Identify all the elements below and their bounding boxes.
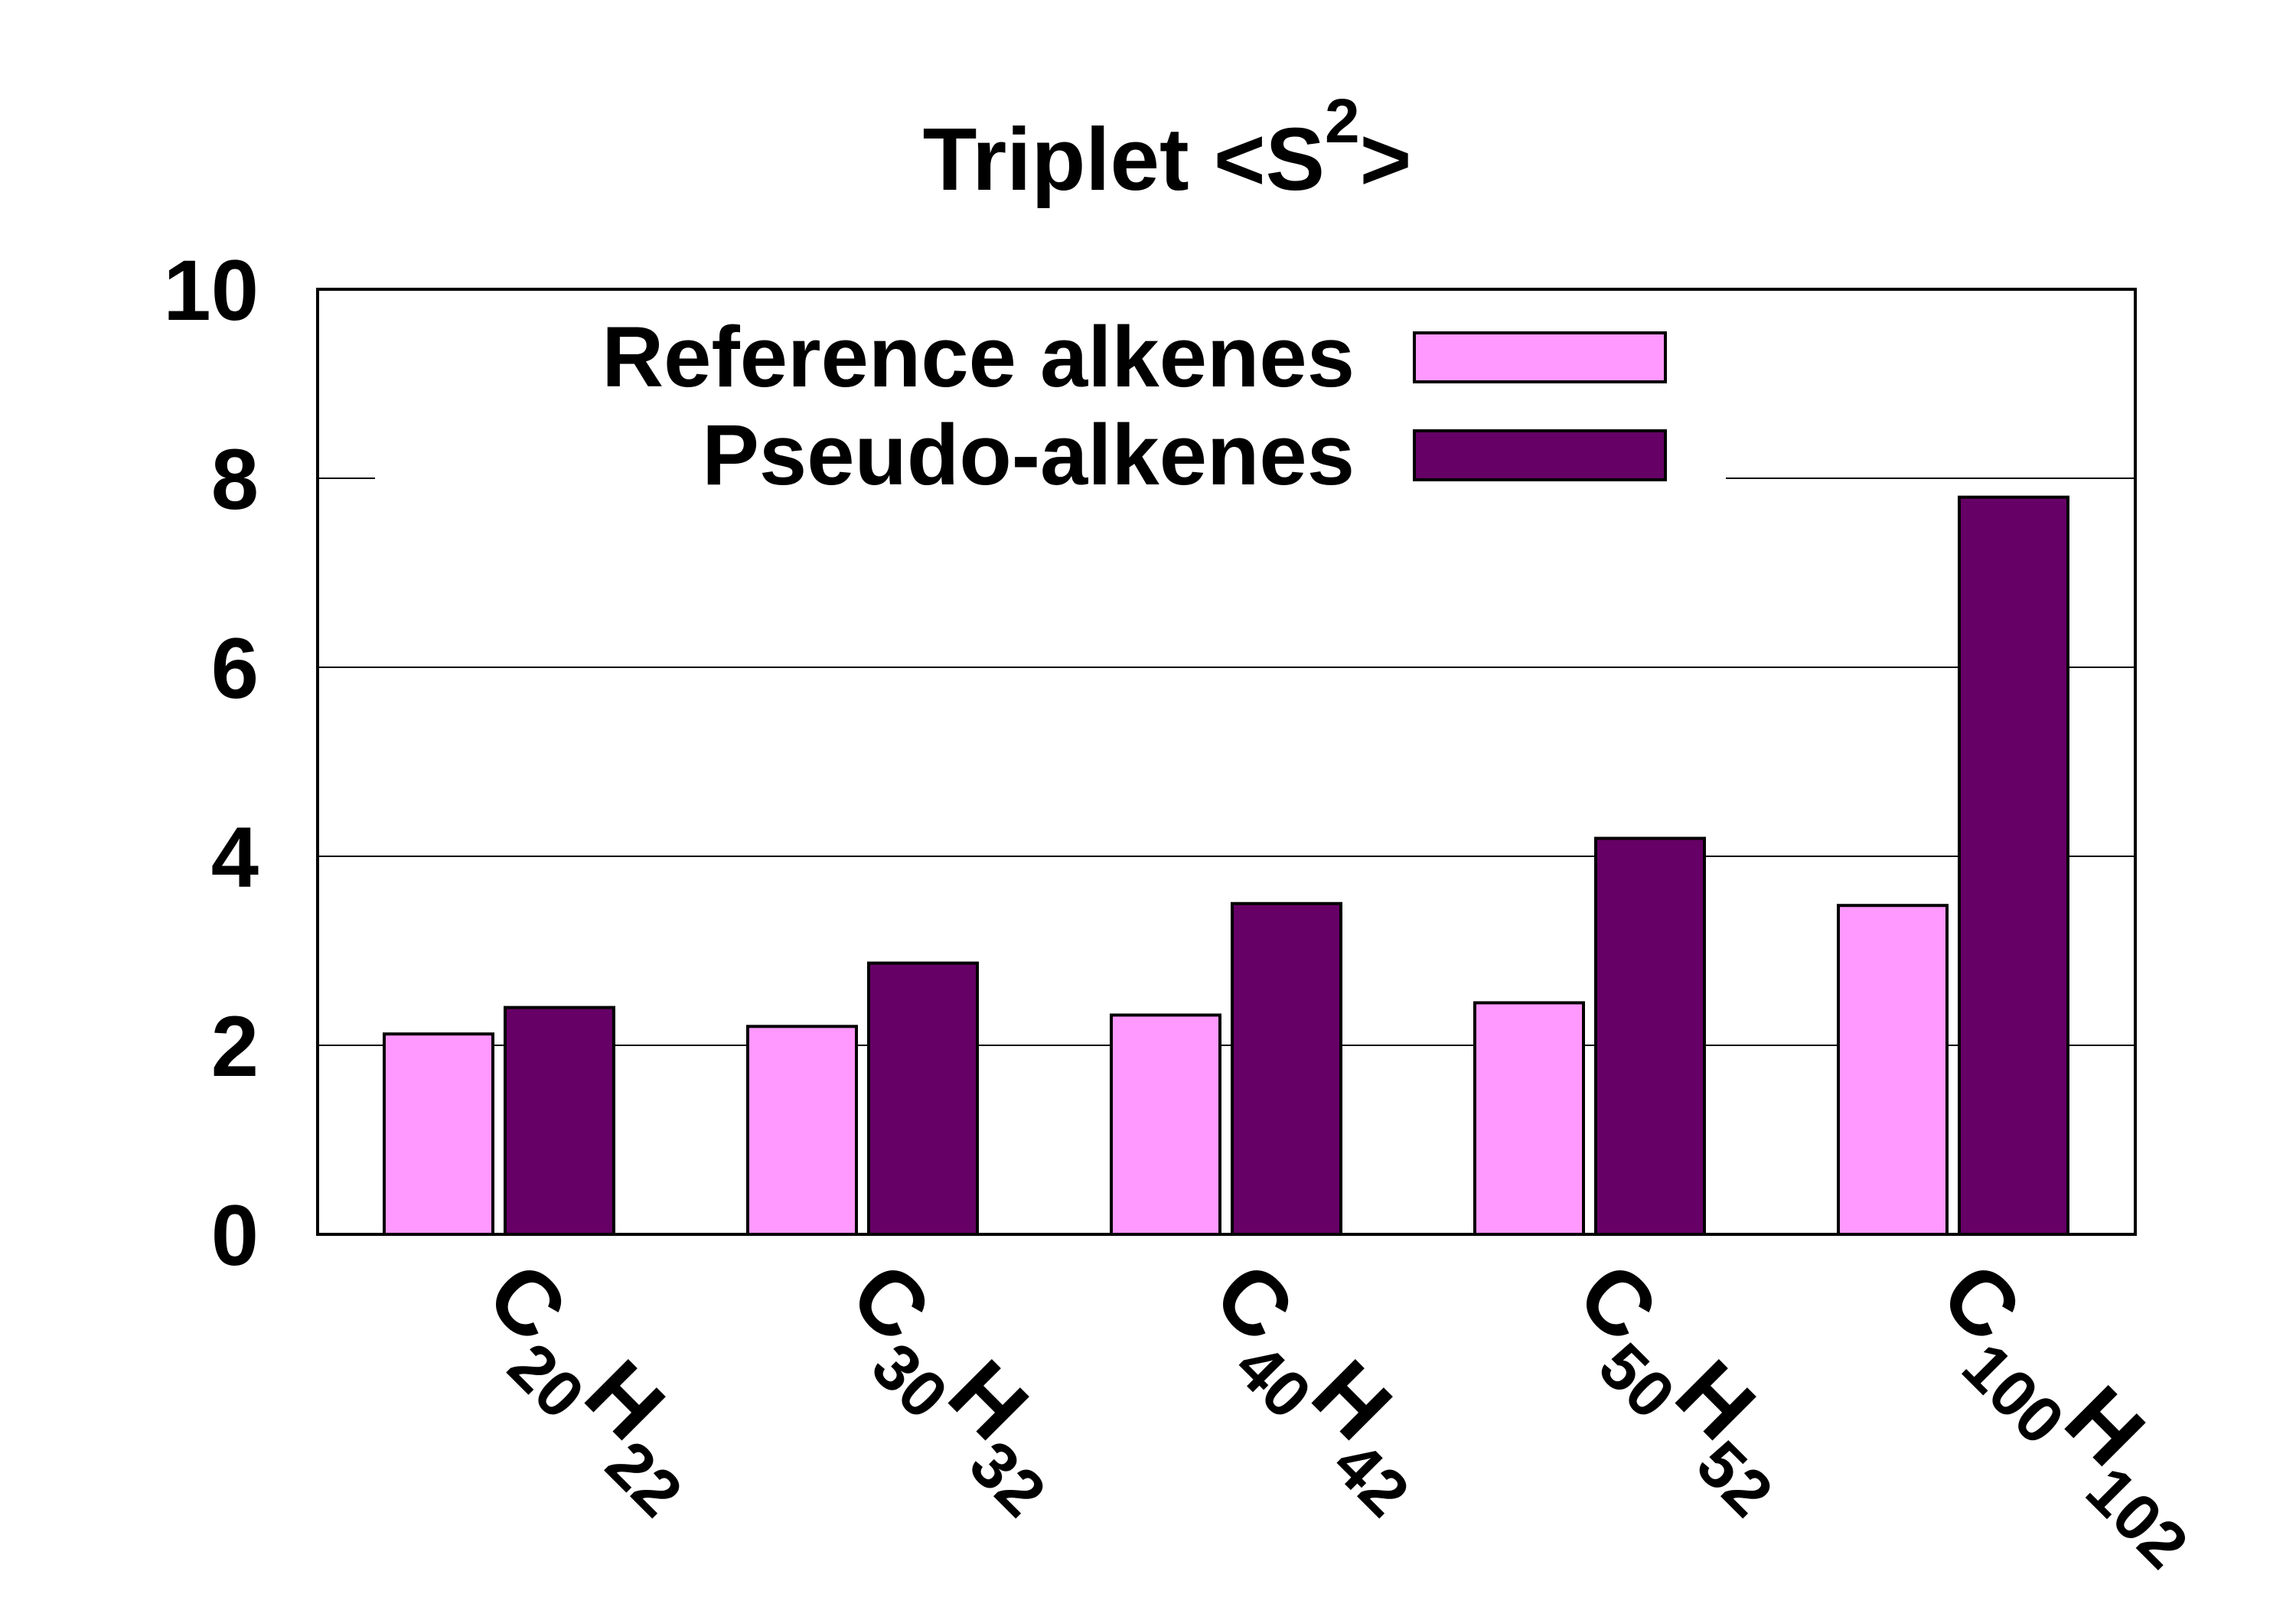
bar-reference: [1110, 1013, 1221, 1236]
bars: [383, 495, 2069, 1237]
bar-reference: [1837, 904, 1949, 1236]
y-tick-label: 0: [211, 1188, 259, 1283]
x-category-label: C30H32: [811, 1244, 1098, 1530]
y-tick-label: 6: [211, 621, 259, 716]
legend-label: Reference alkenes: [602, 309, 1355, 405]
grid-lines: [318, 478, 2135, 1046]
x-axis-labels: C20H22 C30H32 C40H42 C50H52 C100H102: [448, 1244, 2241, 1583]
bar-pseudo: [1594, 836, 1706, 1237]
bar-reference: [1473, 1001, 1585, 1237]
bar-reference: [746, 1025, 858, 1237]
x-category-label: C20H22: [448, 1244, 735, 1530]
bar-reference: [383, 1032, 494, 1237]
legend-label: Pseudo-alkenes: [702, 407, 1355, 503]
x-category-label: C40H42: [1175, 1244, 1462, 1530]
y-tick-label: 4: [211, 810, 259, 905]
y-tick-label: 8: [211, 432, 259, 527]
plot-frame: [316, 288, 2137, 1236]
y-tick-label: 10: [163, 243, 259, 338]
legend-swatch: [1413, 429, 1667, 481]
x-category-label: C100H102: [1902, 1244, 2241, 1583]
chart-title: Triplet <S2>: [923, 86, 1412, 209]
bar-pseudo: [1958, 495, 2069, 1236]
bar-pseudo: [504, 1006, 615, 1236]
legend-swatch: [1413, 331, 1667, 383]
y-tick-label: 2: [211, 999, 259, 1094]
y-axis-ticks: 0 2 4 6 8 10: [163, 243, 259, 1283]
bar-pseudo: [867, 961, 979, 1237]
x-category-label: C50H52: [1538, 1244, 1825, 1530]
bar-pseudo: [1231, 901, 1342, 1236]
